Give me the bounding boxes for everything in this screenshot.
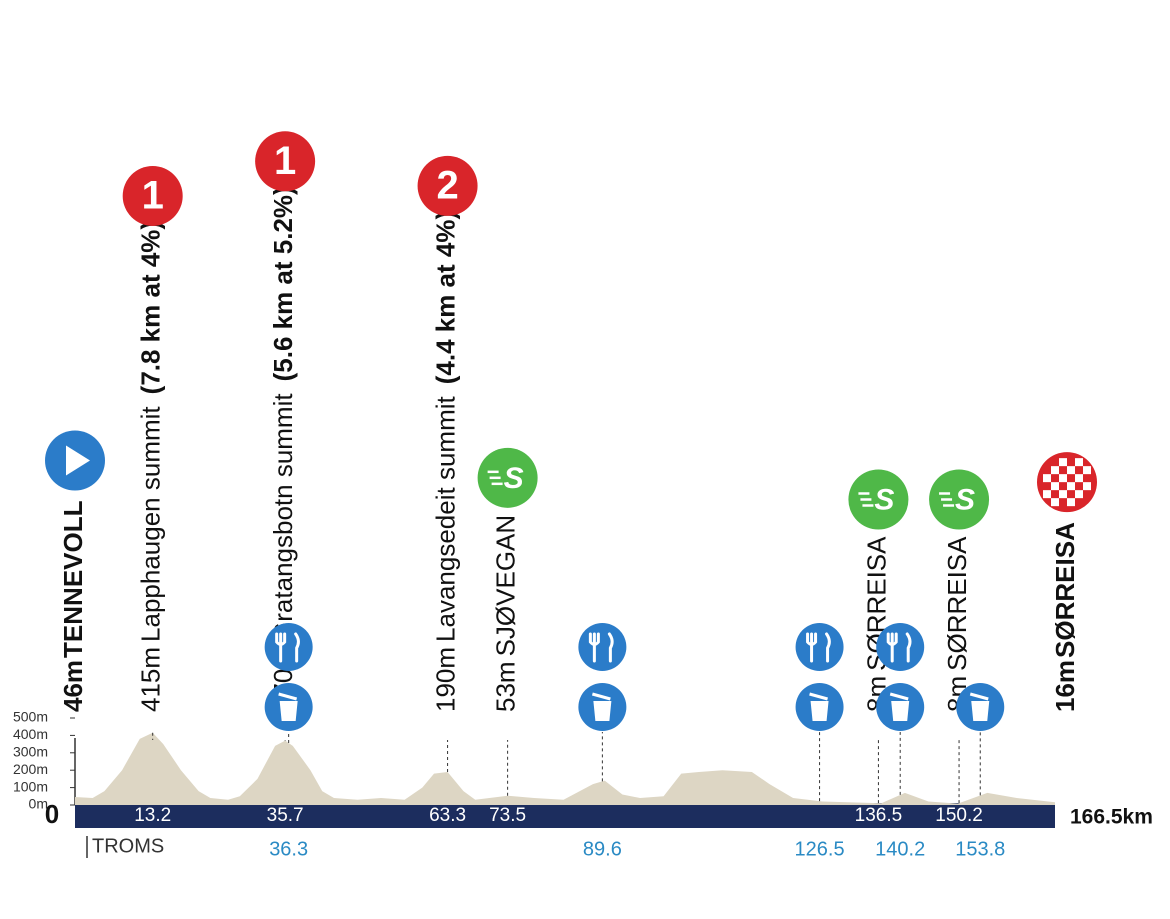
zone-km-label: 36.3 — [269, 838, 308, 860]
category-badge — [417, 155, 478, 216]
y-tick-label: 0m — [29, 796, 48, 812]
checker — [1051, 466, 1059, 475]
waypoint-label: 16mSØRREISA — [1050, 522, 1080, 712]
waypoint-text: 16mSØRREISA — [1050, 522, 1080, 712]
waypoint-label: 190m Lavangsedeit summit (4.4 km at 4%) — [430, 211, 460, 712]
waypoint-name: Gratangsbotn summit — [268, 393, 298, 642]
checker — [1067, 466, 1075, 475]
waypoint-name: SJØVEGAN — [490, 515, 520, 657]
y-tick-label: 200m — [13, 761, 48, 777]
bin — [279, 701, 298, 721]
bin-lid — [809, 692, 828, 701]
waypoint-altitude: 16m — [1050, 660, 1080, 712]
bar-km-label: 63.3 — [429, 805, 466, 826]
checker — [1059, 458, 1067, 467]
waypoint-name: Lavangsedeit summit — [430, 395, 460, 641]
fork-knife — [275, 632, 300, 663]
waypoint-altitude: 53m — [490, 661, 520, 712]
waypoint-label: 46mTENNEVOLL — [58, 500, 88, 712]
fork-knife — [886, 632, 912, 663]
bin — [810, 701, 829, 721]
checker — [1043, 474, 1051, 483]
fork-knife — [588, 632, 614, 663]
feed-icon — [264, 623, 313, 671]
y-tick-label: 500m — [13, 709, 48, 725]
waypoint-text: 53m SJØVEGAN — [490, 515, 520, 712]
zone-km-label: 89.6 — [583, 838, 622, 860]
checker — [1059, 490, 1067, 499]
zone-km-label: 140.2 — [875, 838, 925, 860]
climb-info: (7.8 km at 4%) — [136, 221, 166, 394]
waypoint-text: 46mTENNEVOLL — [58, 500, 88, 712]
bin-lid — [969, 692, 989, 701]
waypoint-altitude: 190m — [430, 647, 460, 712]
waypoint-text: 8mSØRREISA — [942, 536, 972, 712]
zone-km-label: 153.8 — [955, 838, 1005, 860]
sprint-icon — [477, 447, 538, 508]
start-arrow — [66, 445, 90, 476]
checker — [1067, 482, 1075, 491]
checker — [1051, 498, 1059, 507]
region-label: TROMS — [92, 835, 164, 857]
waypoint-altitude: 46m — [58, 660, 88, 712]
waypoint-name: SØRREISA — [1050, 522, 1080, 658]
checker — [1051, 482, 1059, 491]
y-tick-label: 400m — [13, 726, 48, 742]
checker — [1075, 458, 1083, 467]
checker — [1067, 498, 1075, 507]
bar-km-label: 35.7 — [267, 805, 304, 826]
bar-km-label: 150.2 — [935, 805, 983, 826]
bin — [891, 701, 910, 721]
checker — [1059, 474, 1067, 483]
feed-icon — [795, 623, 844, 671]
bin-lid — [889, 692, 909, 701]
category-number: 1 — [274, 139, 296, 183]
climb-info: (5.6 km at 5.2%) — [268, 186, 298, 381]
feed-icon — [876, 623, 925, 671]
sprint-letter: S — [504, 462, 524, 495]
feed-icon — [578, 623, 627, 671]
y-tick-label: 300m — [13, 744, 48, 760]
waypoint-altitude: 415m — [136, 647, 166, 712]
waypoint-name: SØRREISA — [942, 536, 972, 671]
start-km-label: 0 — [45, 799, 59, 829]
bar-km-label: 13.2 — [134, 805, 171, 826]
finish-km-label: 166.5km — [1070, 806, 1153, 829]
bar-km-label: 73.5 — [489, 805, 526, 826]
bin — [593, 701, 612, 721]
waypoint-label: 415m Lapphaugen summit (7.8 km at 4%) — [136, 221, 166, 712]
bin-lid — [591, 692, 611, 701]
bar-km-label: 136.5 — [855, 805, 903, 826]
checker — [1075, 490, 1083, 499]
waypoint-text: 415m Lapphaugen summit (7.8 km at 4%) — [136, 221, 166, 712]
checker — [1043, 490, 1051, 499]
sprint-letter: S — [955, 483, 975, 516]
waypoint-label: 8mSØRREISA — [942, 536, 972, 712]
checker — [1083, 482, 1091, 491]
category-badge — [255, 131, 316, 192]
category-badge — [122, 165, 183, 226]
y-tick-label: 100m — [13, 778, 48, 794]
elevation-profile — [75, 732, 1055, 805]
zone-km-label: 126.5 — [795, 838, 845, 860]
bin-lid — [278, 692, 298, 701]
bin — [971, 701, 990, 721]
category-number: 1 — [142, 174, 164, 218]
sprint-icon — [848, 469, 909, 530]
climb-info: (4.4 km at 4%) — [430, 211, 460, 384]
waypoint-text: 190m Lavangsedeit summit (4.4 km at 4%) — [430, 211, 460, 712]
distance-bar — [75, 803, 1055, 828]
checker — [1083, 466, 1091, 475]
waypoint-text: 8mSØRREISA — [861, 536, 891, 712]
checker — [1075, 474, 1083, 483]
fork-knife — [806, 632, 831, 663]
waypoint-label: 53m SJØVEGAN — [490, 515, 520, 712]
waypoint-name: Lapphaugen summit — [136, 406, 166, 642]
waypoint-label: 8mSØRREISA — [861, 536, 891, 712]
sprint-icon — [929, 469, 990, 530]
waypoint-name: TENNEVOLL — [58, 500, 88, 658]
sprint-letter: S — [874, 483, 894, 516]
category-number: 2 — [436, 163, 458, 207]
